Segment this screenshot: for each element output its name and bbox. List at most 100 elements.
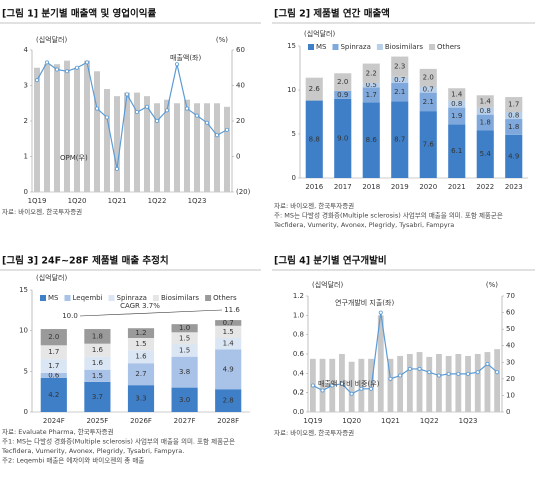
data-label: 1.7	[366, 91, 377, 99]
bar-segment	[305, 100, 323, 178]
bar	[387, 358, 394, 412]
data-label: 0.5	[366, 81, 377, 89]
data-label: 8.7	[394, 136, 405, 144]
bar-segment	[419, 111, 437, 178]
bar-segment	[127, 337, 155, 351]
bar	[484, 352, 491, 412]
bar-segment	[40, 345, 67, 360]
bar	[224, 106, 230, 192]
data-label: 0.8	[451, 100, 462, 108]
data-label: 0.8	[480, 107, 491, 115]
bar-segment	[171, 332, 198, 345]
bar-segment	[215, 389, 242, 412]
y-tick-label: 5	[292, 130, 296, 138]
y2-unit: (%)	[216, 36, 228, 44]
point	[495, 370, 500, 375]
series-label: 연구개발비 지출(좌)	[335, 298, 394, 307]
y2-tick-label: 10	[506, 391, 515, 399]
x-tick-label: 2021	[448, 183, 466, 191]
legend-swatch	[205, 295, 212, 301]
x-tick-label: 1Q20	[68, 197, 87, 205]
bar-segment	[505, 119, 523, 135]
legend-swatch	[40, 295, 46, 301]
bar	[455, 354, 462, 412]
y-tick-label: 0	[24, 188, 28, 196]
bar-segment	[171, 387, 198, 412]
bar-segment	[448, 107, 466, 125]
x-tick-label: 2022	[476, 183, 494, 191]
point	[378, 310, 383, 315]
bar	[94, 71, 100, 192]
point	[35, 78, 40, 83]
bar	[74, 67, 80, 192]
bar	[377, 315, 384, 412]
point	[95, 106, 100, 111]
point	[427, 370, 432, 375]
data-label: 5.4	[480, 150, 492, 158]
data-label: 0.7	[423, 86, 434, 94]
x-tick-label: 2017	[334, 183, 352, 191]
data-label: 0.9	[337, 91, 348, 99]
legend-label: Spinraza	[117, 294, 147, 302]
bar-segment	[391, 56, 409, 77]
bar-segment	[215, 325, 242, 338]
point	[204, 120, 209, 125]
y-unit: (십억달러)	[312, 280, 343, 289]
data-label: 1.4	[223, 340, 235, 348]
legend-label: Biosimilars	[385, 43, 423, 51]
bar-segment	[334, 98, 352, 178]
annotation: 10.0	[62, 312, 78, 320]
bar-segment	[334, 90, 352, 99]
data-label: 4.2	[48, 391, 59, 399]
bar-segment	[84, 381, 111, 412]
y-tick-label: 0.4	[293, 369, 305, 377]
point	[436, 373, 441, 378]
bar-segment	[127, 385, 155, 412]
data-label: 3.8	[179, 368, 190, 376]
note: 자료: 바이오젠, 한국투자증권	[274, 428, 354, 437]
bar-segment	[505, 112, 523, 120]
bar	[214, 103, 220, 192]
data-label: 3.7	[92, 393, 103, 401]
bar	[358, 358, 365, 412]
bar	[348, 361, 355, 412]
bar	[397, 355, 404, 412]
y2-tick-label: 20	[236, 117, 245, 125]
point	[407, 366, 412, 371]
point	[310, 383, 315, 388]
data-label: 1.8	[508, 123, 519, 131]
bar-segment	[334, 73, 352, 91]
data-label: 4.9	[223, 365, 234, 373]
bar-segment	[171, 356, 198, 388]
y2-tick-label: 0	[506, 408, 510, 416]
y-tick-label: 0.2	[293, 389, 304, 397]
bar-segment	[171, 324, 198, 333]
data-label: 4.9	[508, 152, 519, 160]
bar-segment	[448, 124, 466, 178]
data-label: 2.7	[135, 370, 146, 378]
bar-segment	[505, 134, 523, 178]
annotation: 11.6	[224, 306, 240, 314]
legend-label: MS	[316, 43, 327, 51]
legend-label: Spinraza	[340, 43, 370, 51]
annotation: CAGR 3.7%	[120, 302, 160, 310]
x-tick-label: 2024F	[43, 417, 65, 425]
data-label: 2.8	[223, 397, 234, 405]
y-tick-label: 0.8	[293, 331, 304, 339]
point	[144, 104, 149, 109]
point	[359, 386, 364, 391]
y2-tick-label: 40	[236, 82, 245, 90]
x-tick-label: 1Q22	[420, 417, 439, 425]
data-label: 2.0	[48, 333, 59, 341]
note: 주: MS는 다발성 경화증(Multiple sclerosis) 사업부의 …	[274, 211, 503, 220]
note: 자료: 바이오젠, 한국투자증권	[274, 201, 354, 210]
bar	[144, 96, 150, 192]
point	[45, 60, 50, 65]
y-unit: (십억달러)	[36, 273, 67, 282]
point	[485, 361, 490, 366]
x-tick-label: 2016	[305, 183, 323, 191]
y2-tick-label: 60	[236, 46, 245, 54]
data-label: 1.5	[223, 328, 234, 336]
data-label: 1.5	[179, 334, 190, 342]
x-tick-label: 2023	[505, 183, 523, 191]
